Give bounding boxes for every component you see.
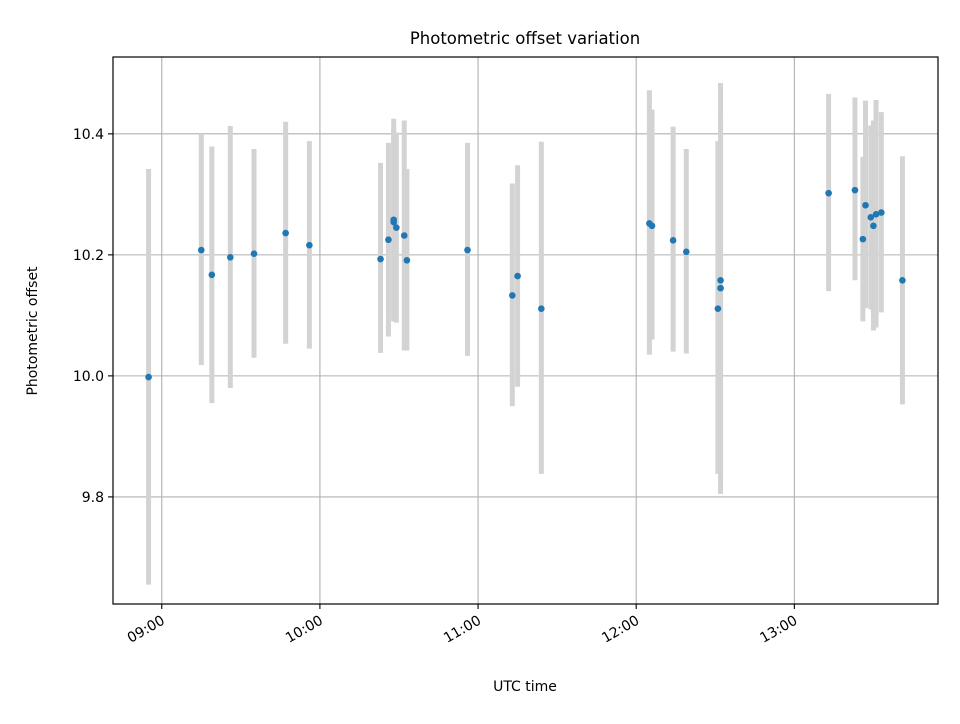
data-point [851, 186, 859, 194]
data-point [870, 222, 877, 230]
data-point [509, 292, 516, 299]
data-point [878, 209, 885, 216]
data-point [859, 235, 867, 243]
data-point [862, 201, 869, 209]
data-point [393, 224, 400, 231]
y-tick-label: 9.8 [82, 490, 104, 506]
grid-layer [113, 57, 938, 604]
data-point [145, 373, 152, 381]
data-point [197, 246, 205, 254]
data-point [899, 276, 906, 284]
chart-title: Photometric offset variation [410, 29, 640, 48]
plot-frame [112, 56, 939, 605]
data-point [669, 237, 677, 244]
data-point [208, 271, 216, 279]
data-point [825, 189, 832, 197]
data-point [648, 222, 656, 230]
data-point [867, 214, 875, 221]
data-point [682, 248, 690, 256]
data-point [226, 253, 234, 261]
data-point [400, 232, 408, 239]
y-tick-label: 10.4 [73, 127, 104, 143]
y-tick-label: 10.2 [73, 248, 104, 264]
data-point [390, 216, 398, 224]
point-layer [145, 186, 906, 381]
x-axis-label: UTC time [493, 679, 557, 695]
data-point [377, 255, 384, 263]
data-point [514, 272, 521, 280]
data-point [282, 229, 289, 237]
y-axis-label: Photometric offset [25, 266, 41, 396]
data-point [717, 284, 724, 292]
data-point [403, 257, 411, 264]
data-point [464, 246, 471, 254]
data-point [714, 305, 722, 313]
data-point [250, 250, 258, 257]
y-tick-label: 10.0 [73, 369, 104, 385]
data-point [385, 236, 392, 244]
data-point [306, 241, 313, 249]
data-point [717, 276, 724, 284]
y-axis: 9.8 10.0 10.2 10.4 [73, 127, 113, 506]
data-point [538, 305, 545, 313]
data-point [872, 211, 880, 218]
